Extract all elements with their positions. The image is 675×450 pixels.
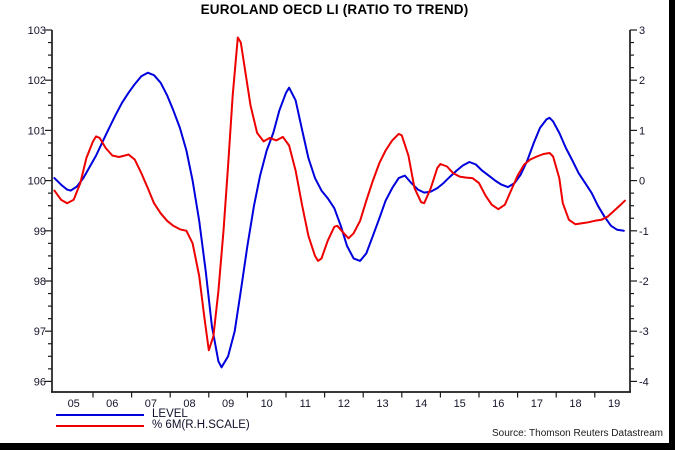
bottom-border-bar: [0, 443, 675, 450]
x-tick-label: 08: [183, 398, 195, 410]
y-right-tick-label: 2: [639, 75, 645, 87]
y-right-tick-label: 1: [639, 125, 645, 137]
y-right-tick-label: 3: [639, 25, 645, 37]
y-right-tick-label: -4: [639, 376, 649, 388]
x-tick-label: 16: [492, 398, 504, 410]
legend-label-level: LEVEL: [152, 408, 188, 420]
y-right-tick-label: -3: [639, 326, 649, 338]
x-tick-label: 18: [569, 398, 581, 410]
y-left-tick-label: 103: [28, 25, 46, 37]
x-tick-label: 06: [106, 398, 118, 410]
y-left-tick-label: 102: [28, 75, 46, 87]
source-credit: Source: Thomson Reuters Datastream: [491, 428, 663, 439]
series-line-1: [53, 36, 626, 352]
x-tick-label: 14: [415, 398, 427, 410]
legend-item-level: LEVEL: [56, 408, 250, 420]
legend-label-6m: % 6M(R.H.SCALE): [152, 419, 250, 431]
y-left-tick-label: 96: [34, 376, 46, 388]
axes: [51, 30, 631, 393]
page-title: EUROLAND OECD LI (RATIO TO TREND): [200, 2, 469, 17]
right-border-bar: [669, 0, 675, 450]
x-tick-label: 13: [376, 398, 388, 410]
y-left-tick-label: 99: [34, 226, 46, 238]
x-tick-label: 15: [454, 398, 466, 410]
x-tick-label: 09: [222, 398, 234, 410]
x-tick-label: 19: [608, 398, 620, 410]
x-tick-label: 10: [261, 398, 273, 410]
x-tick-label: 07: [145, 398, 157, 410]
y-right-tick-label: -2: [639, 276, 649, 288]
y-left-tick-label: 100: [28, 176, 46, 188]
legend-swatch-6m: [56, 424, 144, 427]
x-tick-label: 17: [531, 398, 543, 410]
x-tick-label: 05: [68, 398, 80, 410]
x-tick-label: 12: [338, 398, 350, 410]
y-right-tick-label: 0: [639, 176, 645, 188]
legend-item-6m: % 6M(R.H.SCALE): [56, 419, 250, 431]
legend-swatch-level: [56, 413, 144, 416]
x-tick-label: 11: [300, 398, 311, 410]
series-line-0: [53, 71, 625, 369]
y-left-tick-label: 101: [28, 125, 46, 137]
y-right-tick-label: -1: [639, 226, 649, 238]
legend: LEVEL % 6M(R.H.SCALE): [56, 408, 250, 431]
y-left-tick-label: 97: [34, 326, 46, 338]
tick-marks: [45, 29, 637, 398]
y-left-tick-label: 98: [34, 276, 46, 288]
